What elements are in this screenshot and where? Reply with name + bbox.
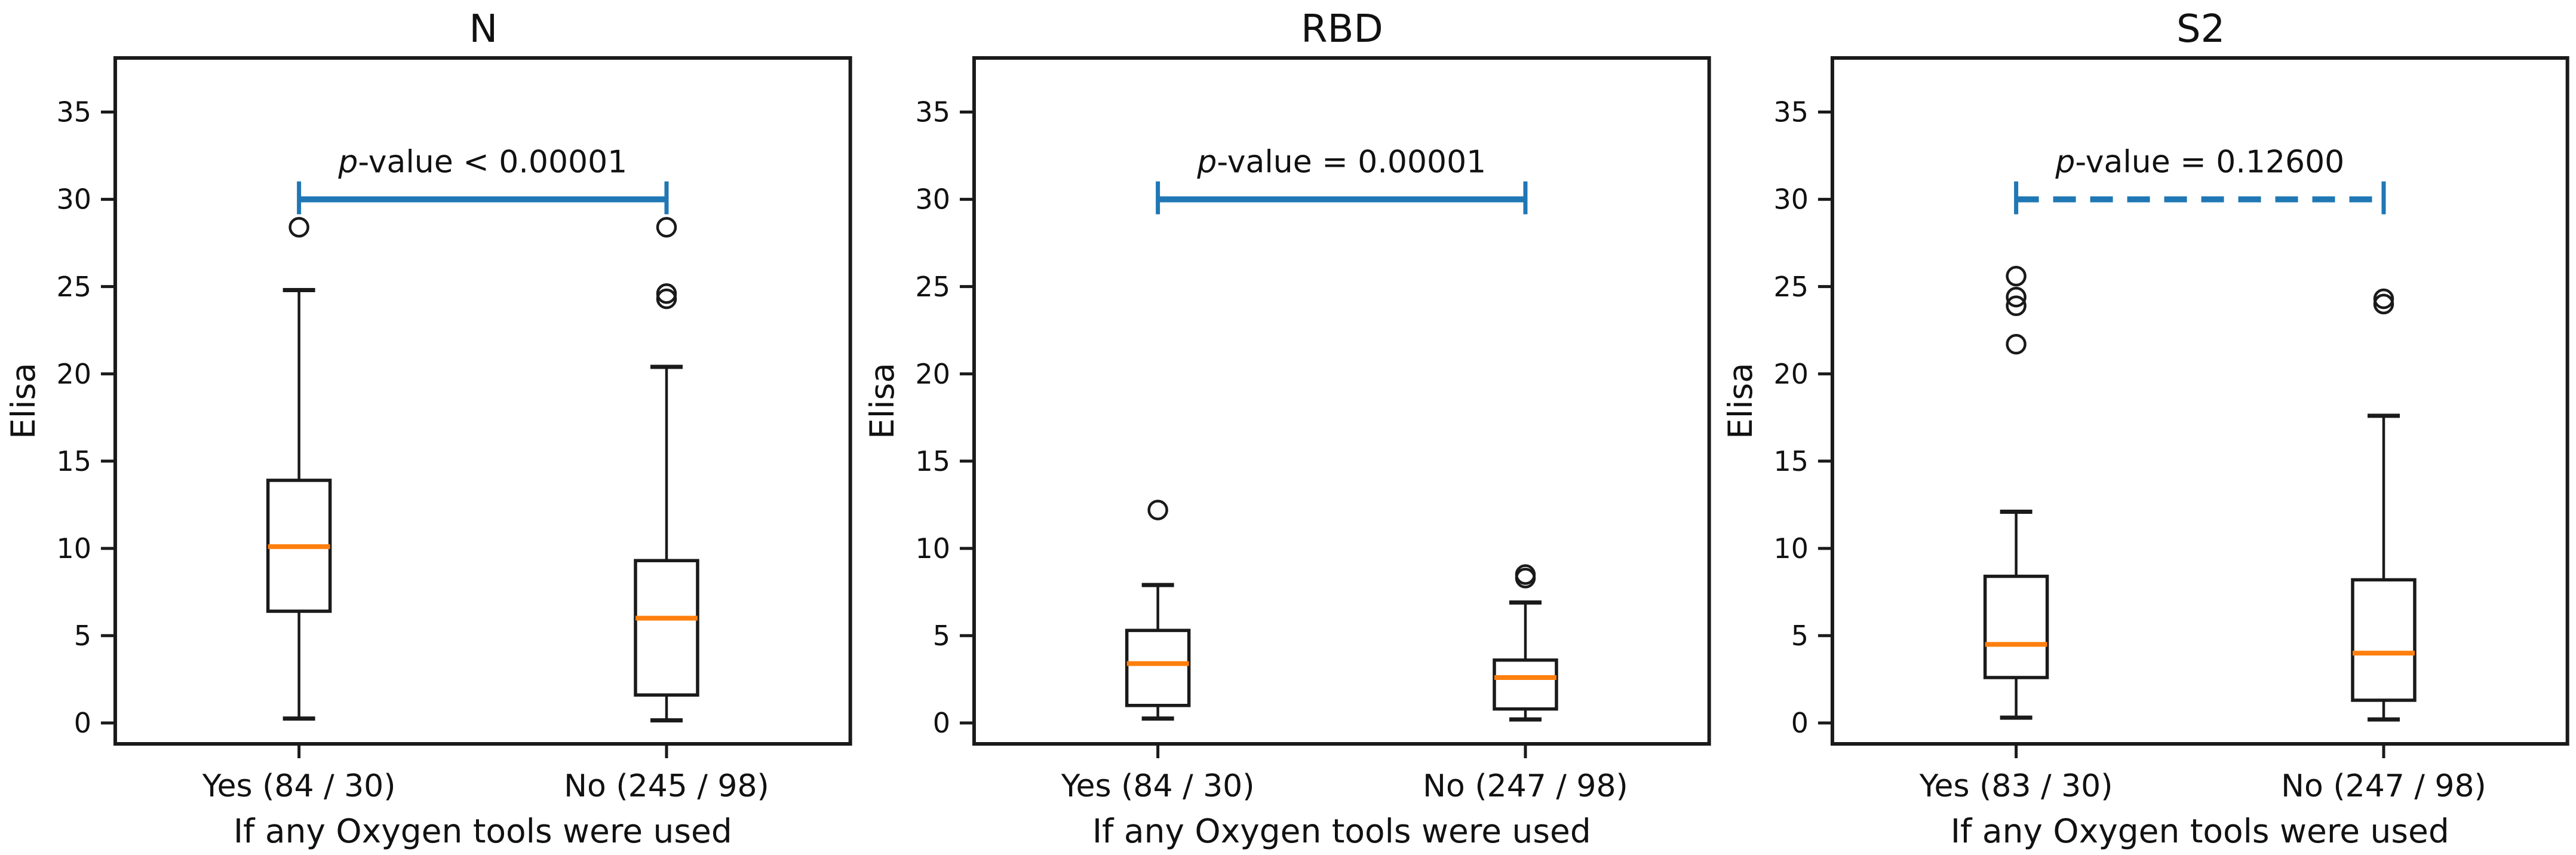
axes-frame	[113, 56, 852, 746]
box-group-no	[2351, 288, 2417, 722]
outlier-point	[656, 217, 677, 238]
outlier-point	[2374, 293, 2394, 315]
y-tick-label: 5	[932, 620, 950, 652]
outlier-point	[656, 288, 677, 309]
panel-rbd: RBD 0 5 10 15 20 25 30 35 Yes (84 / 30) No (247 /…	[859, 0, 1718, 855]
outlier-point	[1515, 564, 1536, 585]
outlier-point	[2006, 265, 2027, 287]
box-group-no	[1492, 564, 1558, 722]
y-tick-label: 5	[74, 620, 91, 652]
category-label: No (245 / 98)	[564, 768, 769, 804]
y-tick-label: 20	[915, 358, 950, 390]
iqr-box	[1125, 629, 1191, 707]
outlier-point	[2374, 288, 2394, 309]
y-tick-label: 25	[915, 271, 950, 303]
y-axis-label: Elisa	[4, 363, 42, 439]
axes-frame	[1831, 56, 2569, 746]
box-group-yes	[266, 217, 332, 721]
iqr-box	[634, 559, 699, 697]
y-tick-label: 10	[56, 532, 91, 565]
y-tick-label: 10	[1774, 532, 1809, 565]
panel-title: RBD	[1301, 7, 1383, 51]
y-tick-label: 30	[1774, 183, 1809, 216]
y-tick-label: 25	[1774, 271, 1809, 303]
p-value-label: p-value = 0.12600	[2055, 145, 2345, 180]
outlier-point	[2006, 286, 2027, 308]
p-value-label: p-value = 0.00001	[1196, 145, 1486, 180]
boxplot-s2: 0 5 10 15 20 25 30 35 Yes (83 / 30) No (247 / 98)…	[1721, 56, 2569, 850]
y-tick-label: 25	[56, 271, 91, 303]
x-axis-label: If any Oxygen tools were used	[234, 812, 732, 850]
y-tick-label: 0	[1791, 707, 1809, 739]
category-label: Yes (84 / 30)	[202, 768, 396, 804]
box-group-no	[634, 217, 699, 723]
y-tick-label: 35	[56, 96, 91, 128]
boxplot-n: 0 5 10 15 20 25 30 35 Yes (84 / 30) No (245 / 98)…	[4, 56, 852, 850]
y-axis-label: Elisa	[863, 363, 901, 439]
y-tick-label: 15	[56, 445, 91, 477]
y-tick-label: 30	[56, 183, 91, 216]
outlier-point	[2006, 333, 2027, 355]
y-tick-label: 10	[915, 532, 950, 565]
panel-s2: S2 0 5 10 15 20 25 30 35 Yes (83 / 30) No (247 / …	[1717, 0, 2576, 855]
x-axis-label: If any Oxygen tools were used	[1092, 812, 1591, 850]
y-tick-label: 0	[74, 707, 91, 739]
p-value-label: p-value < 0.00001	[337, 145, 627, 180]
category-label: No (247 / 98)	[1423, 768, 1628, 804]
panel-title: N	[469, 7, 498, 51]
y-tick-label: 35	[915, 96, 950, 128]
y-tick-label: 5	[1791, 620, 1809, 652]
panel-title: S2	[2176, 7, 2225, 51]
y-axis-label: Elisa	[1721, 363, 1760, 439]
panel-n: N 0 5 10 15 20 25 30 35 Yes (84 / 30) No (245 / 9…	[0, 0, 859, 855]
box-group-yes	[1984, 265, 2049, 720]
category-label: Yes (83 / 30)	[1919, 768, 2113, 804]
y-tick-label: 15	[1774, 445, 1809, 477]
outlier-point	[656, 283, 677, 304]
outlier-point	[2006, 295, 2027, 317]
iqr-box	[1984, 574, 2049, 679]
category-label: Yes (84 / 30)	[1060, 768, 1254, 804]
iqr-box	[1492, 658, 1558, 711]
outlier-point	[1147, 499, 1168, 520]
y-tick-label: 35	[1774, 96, 1809, 128]
category-label: No (247 / 98)	[2281, 768, 2486, 804]
y-tick-label: 20	[1774, 358, 1809, 390]
box-group-yes	[1125, 499, 1191, 721]
outlier-point	[288, 217, 309, 238]
y-tick-label: 0	[932, 707, 950, 739]
boxplot-rbd: 0 5 10 15 20 25 30 35 Yes (84 / 30) No (247 / 98)…	[863, 56, 1711, 850]
y-tick-label: 30	[915, 183, 950, 216]
x-axis-label: If any Oxygen tools were used	[1951, 812, 2449, 850]
iqr-box	[2351, 578, 2417, 702]
y-tick-label: 20	[56, 358, 91, 390]
y-tick-label: 15	[915, 445, 950, 477]
axes-frame	[972, 56, 1711, 746]
